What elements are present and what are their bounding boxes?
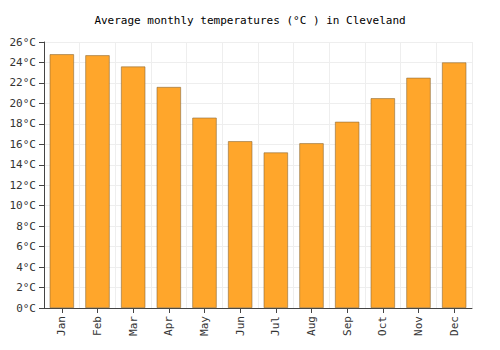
svg-text:Mar: Mar: [127, 316, 140, 336]
svg-text:4°C: 4°C: [16, 261, 36, 274]
svg-text:Nov: Nov: [412, 316, 425, 336]
svg-text:18°C: 18°C: [10, 117, 37, 130]
svg-text:6°C: 6°C: [16, 240, 36, 253]
svg-text:Feb: Feb: [91, 316, 104, 336]
svg-text:22°C: 22°C: [10, 76, 37, 89]
svg-text:Dec: Dec: [448, 316, 461, 336]
svg-text:2°C: 2°C: [16, 281, 36, 294]
svg-text:12°C: 12°C: [10, 179, 37, 192]
svg-text:16°C: 16°C: [10, 138, 37, 151]
svg-text:26°C: 26°C: [10, 36, 37, 49]
svg-text:Jul: Jul: [269, 316, 282, 336]
svg-text:10°C: 10°C: [10, 199, 37, 212]
svg-text:8°C: 8°C: [16, 220, 36, 233]
svg-text:14°C: 14°C: [10, 158, 37, 171]
svg-text:0°C: 0°C: [16, 302, 36, 315]
svg-text:20°C: 20°C: [10, 97, 37, 110]
svg-text:Jun: Jun: [234, 316, 247, 336]
svg-text:Average monthly temperatures (: Average monthly temperatures (°C ) in Cl…: [94, 14, 405, 27]
svg-text:Apr: Apr: [162, 316, 175, 336]
svg-text:May: May: [198, 316, 211, 336]
svg-text:Sep: Sep: [341, 316, 354, 336]
svg-text:24°C: 24°C: [10, 56, 37, 69]
svg-text:Aug: Aug: [305, 316, 318, 336]
svg-text:Oct: Oct: [376, 316, 389, 336]
svg-text:Jan: Jan: [55, 316, 68, 336]
